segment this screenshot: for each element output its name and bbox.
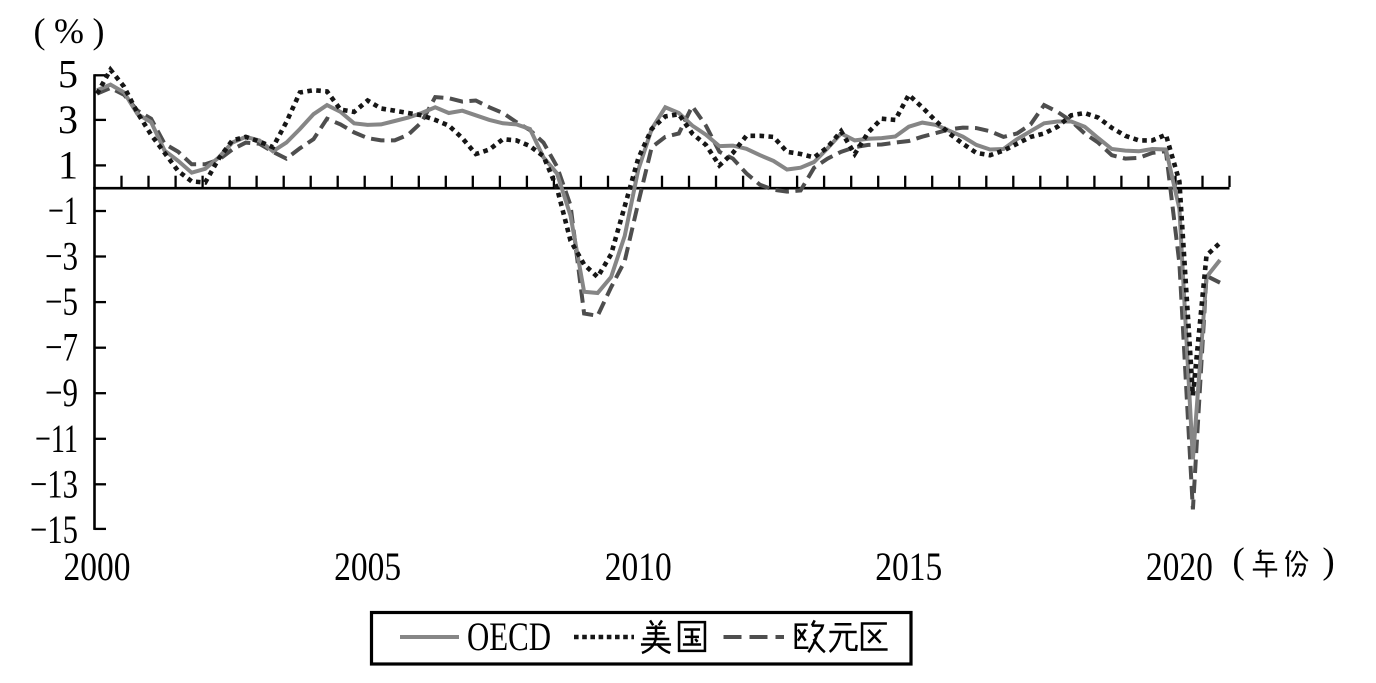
svg-text:3: 3 bbox=[58, 97, 78, 142]
svg-text:−1: −1 bbox=[48, 188, 78, 233]
svg-text:2005: 2005 bbox=[334, 544, 401, 589]
svg-text:−9: −9 bbox=[45, 370, 78, 415]
svg-text:): ) bbox=[1322, 541, 1334, 582]
svg-text:−7: −7 bbox=[45, 325, 78, 370]
svg-text:2010: 2010 bbox=[605, 544, 672, 589]
svg-text:%: % bbox=[54, 11, 84, 51]
svg-text:2015: 2015 bbox=[875, 544, 942, 589]
svg-text:−5: −5 bbox=[45, 279, 78, 324]
svg-text:OECD: OECD bbox=[467, 614, 551, 659]
svg-text:): ) bbox=[93, 11, 105, 51]
svg-text:5: 5 bbox=[58, 51, 78, 96]
svg-text:2020: 2020 bbox=[1146, 544, 1213, 589]
svg-text:−13: −13 bbox=[30, 461, 78, 506]
svg-text:2000: 2000 bbox=[64, 544, 131, 589]
svg-text:−11: −11 bbox=[35, 416, 78, 461]
svg-text:−15: −15 bbox=[30, 507, 78, 552]
svg-text:(: ( bbox=[1232, 541, 1244, 582]
svg-text:(: ( bbox=[34, 11, 46, 51]
svg-text:−3: −3 bbox=[45, 234, 78, 279]
svg-text:1: 1 bbox=[58, 142, 78, 187]
